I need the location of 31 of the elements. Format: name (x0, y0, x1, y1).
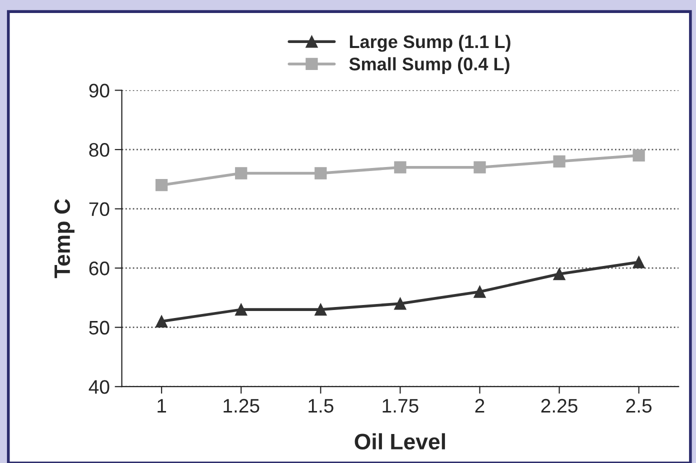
x-tick-label: 2 (475, 398, 484, 412)
point (474, 161, 486, 174)
y-tick-label: 80 (89, 143, 110, 157)
legend-label: Small Sump (0.4 L) (349, 57, 510, 74)
point (553, 155, 566, 168)
x-tick-label: 1.75 (382, 399, 418, 413)
point (632, 256, 645, 268)
point (235, 303, 248, 316)
y-axis-title: Temp C (54, 199, 74, 278)
point (553, 268, 566, 280)
point (314, 167, 327, 180)
point (394, 161, 406, 174)
x-axis-title: Oil Level (354, 433, 445, 450)
x-tick-label: 1.5 (308, 399, 334, 413)
x-tick-label: 2.25 (541, 398, 578, 413)
point (394, 298, 406, 310)
y-tick-label: 90 (89, 84, 110, 98)
x-tick-label: 1.25 (224, 398, 260, 413)
point (155, 179, 168, 192)
point (155, 315, 168, 328)
y-tick-label: 60 (89, 262, 110, 276)
point (632, 149, 645, 162)
x-tick-label: 2.5 (626, 398, 652, 413)
point (235, 167, 248, 180)
point (474, 286, 486, 298)
y-tick-label: 40 (88, 380, 110, 394)
y-tick-label: 50 (89, 320, 110, 335)
point (314, 303, 327, 316)
x-tick-label: 1 (158, 399, 166, 412)
y-tick-label: 70 (89, 202, 110, 216)
legend-label: Large Sump (1.1 L) (350, 34, 510, 52)
